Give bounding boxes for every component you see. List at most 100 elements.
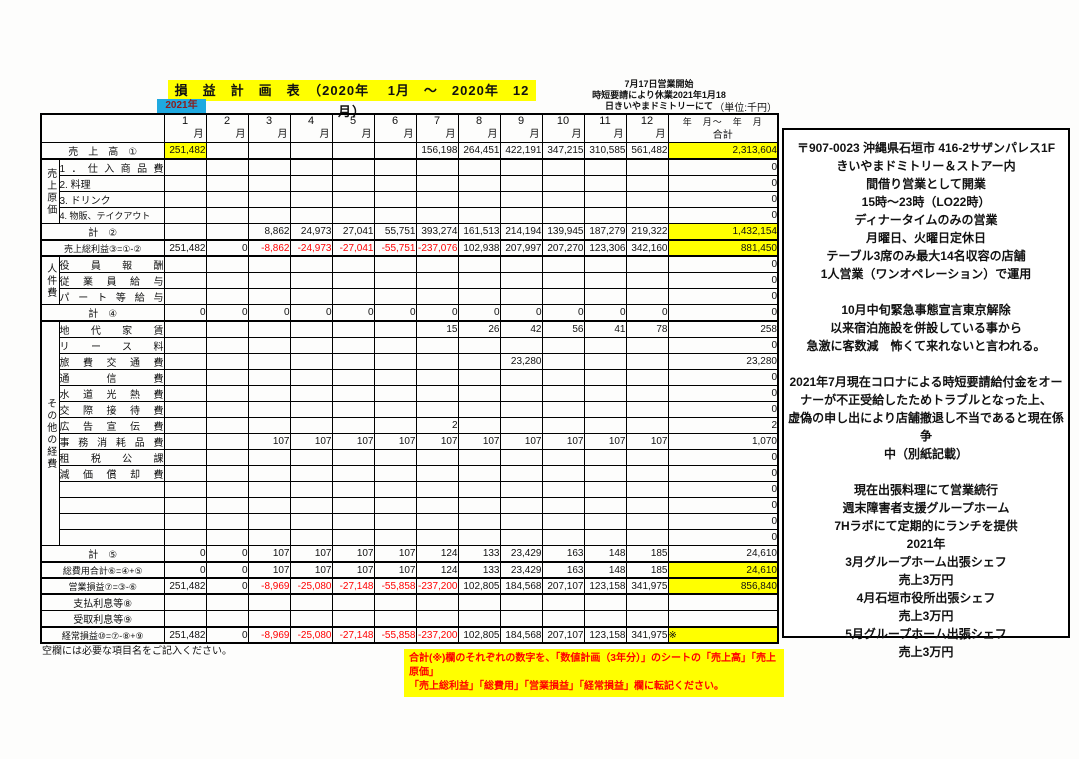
- value-cell: [163, 465, 207, 482]
- value-cell: [163, 207, 207, 224]
- opening-note-line: 7月17日営業開始: [624, 79, 694, 89]
- value-cell: 251,482: [163, 142, 207, 160]
- year-badge: 2021年: [157, 99, 206, 113]
- value-cell: -55,858: [373, 577, 417, 595]
- value-cell: [205, 207, 249, 224]
- value-cell: [499, 497, 543, 514]
- value-cell: [373, 481, 417, 498]
- value-cell: [457, 610, 501, 628]
- table-row-other-subtotal: 計 ⑤ 0 0 107 107 107 107 124 133 23,429 163 148 185 24…: [40, 545, 779, 563]
- value-cell: [163, 272, 207, 289]
- value-cell: [457, 207, 501, 224]
- value-cell: 207,107: [541, 577, 585, 595]
- value-cell: [205, 320, 249, 338]
- month-header: 11 月: [583, 113, 627, 143]
- value-cell: [457, 449, 501, 466]
- value-cell: 0: [541, 304, 585, 322]
- value-cell: [289, 449, 333, 466]
- total-cell: 1,070: [667, 433, 779, 450]
- value-cell: [331, 465, 375, 482]
- month-suffix: 月: [361, 129, 372, 140]
- row-label: 広告宣伝費: [58, 417, 165, 434]
- row-label: 営業損益⑦=③-⑥: [40, 577, 165, 595]
- value-cell: [499, 255, 543, 273]
- value-cell: [373, 529, 417, 546]
- value-cell: [205, 353, 249, 370]
- value-cell: [373, 207, 417, 224]
- value-cell: [247, 142, 291, 160]
- value-cell: [163, 417, 207, 434]
- value-cell: 0: [163, 545, 207, 563]
- note-line: 3月グループホーム出張シェフ: [845, 555, 1007, 569]
- value-cell: 185: [625, 561, 669, 579]
- row-label: 計 ⑤: [40, 545, 165, 563]
- value-cell: 107: [583, 433, 627, 450]
- note-line: 〒907-0023 沖縄県石垣市 416-2サザンパレス1F: [796, 141, 1056, 155]
- value-cell: [625, 175, 669, 192]
- value-cell: [163, 158, 207, 176]
- row-label: 交際接待費: [58, 401, 165, 418]
- note-line: 売上3万円: [898, 645, 954, 659]
- value-cell: [499, 465, 543, 482]
- value-cell: [415, 337, 459, 354]
- value-cell: [541, 272, 585, 289]
- value-cell: 107: [625, 433, 669, 450]
- value-cell: 0: [625, 304, 669, 322]
- value-cell: [625, 529, 669, 546]
- value-cell: 107: [247, 545, 291, 563]
- value-cell: [163, 529, 207, 546]
- value-cell: [541, 158, 585, 176]
- total-cell: 0: [667, 175, 779, 192]
- value-cell: 78: [625, 320, 669, 338]
- value-cell: [373, 449, 417, 466]
- value-cell: [163, 369, 207, 386]
- value-cell: [289, 513, 333, 530]
- value-cell: -55,751: [373, 239, 417, 257]
- value-cell: [331, 191, 375, 208]
- value-cell: [457, 497, 501, 514]
- month-suffix: 月: [319, 129, 330, 140]
- value-cell: [457, 175, 501, 192]
- value-cell: [331, 449, 375, 466]
- value-cell: [457, 369, 501, 386]
- value-cell: [289, 401, 333, 418]
- value-cell: [541, 513, 585, 530]
- value-cell: [373, 288, 417, 305]
- value-cell: [583, 255, 627, 273]
- total-cell: 0: [667, 272, 779, 289]
- group-label: 売上原価: [40, 158, 60, 224]
- value-cell: [247, 465, 291, 482]
- total-cell: 0: [667, 255, 779, 273]
- opening-note-line: 時短要請により休業2021年1月18: [592, 89, 726, 100]
- value-cell: [583, 191, 627, 208]
- note-line: 週末障害者支援グループホーム: [842, 501, 1010, 515]
- value-cell: 264,451: [457, 142, 501, 160]
- table-row-blank-2: 0: [41, 497, 779, 514]
- row-label: [58, 497, 165, 514]
- value-cell: [457, 288, 501, 305]
- value-cell: [331, 385, 375, 402]
- value-cell: 123,158: [583, 577, 627, 595]
- row-label: 2. 料理: [58, 175, 165, 192]
- value-cell: [625, 481, 669, 498]
- profit-loss-table: 1 月 2 月 3 月 4 月 5 月 6 月 7 月 8 月 9 月 10 月 11 月 12 月年 月～ 年 月合計売 上…: [40, 113, 779, 644]
- month-number: 7: [433, 115, 441, 127]
- table-row-office-supplies: 事務消耗品費 107 107 107 107 107 107 107 107 107 107 1,07…: [41, 433, 779, 450]
- value-cell: [205, 337, 249, 354]
- value-cell: [205, 255, 249, 273]
- note-line: 5月グループホーム出張シェフ: [845, 627, 1007, 641]
- value-cell: [373, 593, 417, 611]
- value-cell: [541, 337, 585, 354]
- value-cell: [331, 513, 375, 530]
- table-row-ordinary-profit: 経常損益⑩=⑦-⑧+⑨ 251,482 0 -8,969 -25,080 -27,148-…: [40, 626, 779, 644]
- note-line: 2021年7月現在コロナによる時短要請給付金をオー: [789, 375, 1063, 389]
- value-cell: [415, 481, 459, 498]
- value-cell: [247, 513, 291, 530]
- value-cell: [583, 417, 627, 434]
- value-cell: 310,585: [583, 142, 627, 160]
- table-row-rent: その他の経費 地代家賃 15 26 42 56 41 78 258: [40, 320, 779, 546]
- value-cell: [205, 272, 249, 289]
